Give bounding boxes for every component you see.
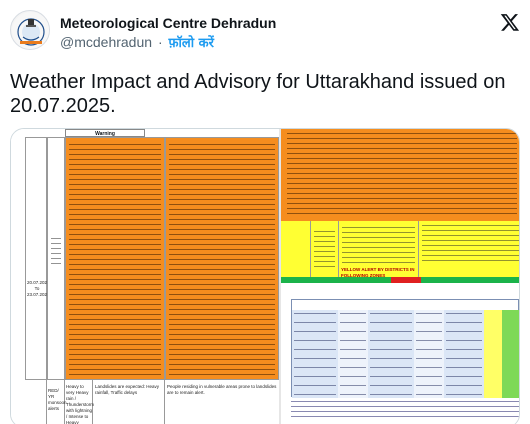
date-column: 20.07.2025 To 23.07.2025	[25, 137, 50, 424]
bottom-warning-text: Heavy to very Heavy rain / Thunderstorm …	[66, 384, 95, 424]
bottom-impact-text: Landslides are expected: Heavy rainfall,…	[95, 384, 160, 395]
yellow-alert-row: YELLOW ALERT BY DISTRICTS IN FOLLOWING Z…	[281, 221, 519, 278]
separator-dot: ·	[157, 34, 163, 50]
legend-section	[281, 289, 519, 424]
follow-button[interactable]: फ़ॉलो करें	[168, 36, 214, 51]
red-alert-bar	[391, 277, 421, 283]
x-logo-icon[interactable]	[500, 12, 520, 32]
rainfall-legend-table	[291, 299, 519, 398]
date-range-label: 20.07.2025 To 23.07.2025	[27, 280, 50, 297]
author-name[interactable]: Meteorological Centre Dehradun	[60, 15, 277, 31]
avatar[interactable]	[10, 10, 50, 50]
warning-type-column	[47, 137, 65, 424]
yellow-alert-note: YELLOW ALERT BY DISTRICTS IN FOLLOWING Z…	[341, 267, 415, 278]
advisory-table: Warning 20.07.2025 To 23.07.2025 RED/ YR…	[25, 129, 279, 424]
bottom-category: RED/ YR monsoon alerts	[48, 388, 67, 411]
bottom-advisory-text: People residing in vulnerable areas pron…	[167, 384, 277, 395]
orange-advisory-block	[281, 129, 519, 221]
post-text: Weather Impact and Advisory for Uttarakh…	[10, 71, 506, 117]
advisory-column	[165, 137, 279, 424]
author-handle-row: @mcdehradun · फ़ॉलो करें	[60, 33, 276, 53]
author-block: Meteorological Centre Dehradun @mcdehrad…	[60, 14, 276, 53]
imd-emblem-icon	[12, 12, 49, 49]
warning-column-header: Warning	[65, 129, 145, 137]
legend-footnotes	[291, 401, 519, 421]
bottom-warning-row: RED/ YR monsoon alerts Heavy to very Hea…	[25, 379, 279, 424]
author-handle[interactable]: @mcdehradun	[60, 34, 153, 50]
advisory-document-right: YELLOW ALERT BY DISTRICTS IN FOLLOWING Z…	[279, 129, 519, 424]
impact-column	[65, 137, 165, 424]
post-header: Meteorological Centre Dehradun @mcdehrad…	[10, 10, 520, 58]
post-media-image[interactable]: Warning 20.07.2025 To 23.07.2025 RED/ YR…	[10, 128, 520, 424]
advisory-document-left: Warning 20.07.2025 To 23.07.2025 RED/ YR…	[11, 129, 279, 424]
